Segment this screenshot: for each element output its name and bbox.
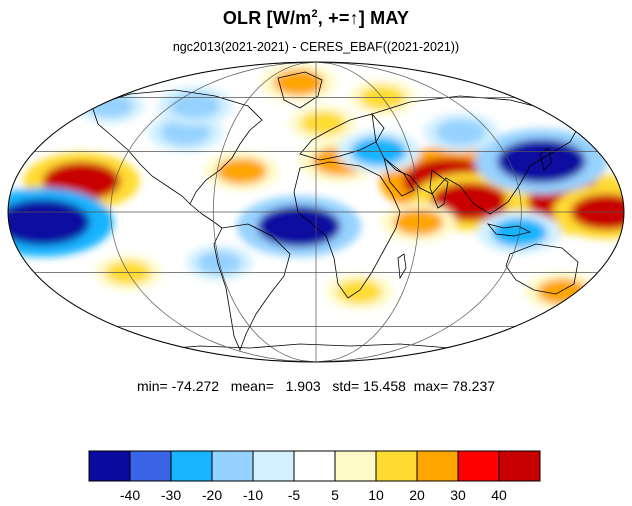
colorbar-label: -30 xyxy=(161,487,181,503)
colorbar-box xyxy=(88,450,131,482)
anomaly-core xyxy=(216,158,267,185)
coastline-south-america xyxy=(213,223,291,352)
coastline-arabia xyxy=(383,156,415,197)
colorbar-box xyxy=(375,450,418,482)
colorbar-box xyxy=(129,450,172,482)
colorbar-labels: -40 -30 -20 -10 -5 5 10 20 30 40 xyxy=(120,487,507,503)
colorbar-label: -5 xyxy=(288,487,301,503)
stats-line: min= -74.272 mean= 1.903 std= 15.458 max… xyxy=(0,378,632,394)
colorbar-box xyxy=(293,450,336,482)
coastline-north-america xyxy=(91,89,263,205)
anomaly-core xyxy=(8,199,90,246)
colorbar-box xyxy=(211,450,254,482)
title-superscript: 2 xyxy=(311,8,318,20)
coastline-new-zealand xyxy=(597,293,607,313)
stat-mean-value: 1.903 xyxy=(285,378,321,394)
colorbar-label: -10 xyxy=(243,487,263,503)
colorbar: -40 -30 -20 -10 -5 5 10 20 30 40 xyxy=(88,450,541,503)
anomaly-core xyxy=(430,182,509,221)
coastline-europe xyxy=(299,113,385,161)
anomaly-core xyxy=(435,119,486,146)
coastline-africa xyxy=(293,161,401,299)
stat-max-label: max= xyxy=(413,378,449,394)
stat-min-value: -74.272 xyxy=(171,378,220,394)
globe-outline xyxy=(7,61,625,363)
coastline-central-america xyxy=(189,203,223,229)
colorbar-box xyxy=(170,450,213,482)
colorbar-label: -20 xyxy=(202,487,222,503)
title-main: OLR [W/m xyxy=(222,8,312,28)
coastline-antarctica xyxy=(149,343,501,351)
stat-std-label: std= xyxy=(332,378,360,394)
anomaly-core xyxy=(170,92,221,119)
stat-mean-label: mean= xyxy=(230,378,274,394)
coastline-japan xyxy=(539,147,553,171)
stat-min-label: min= xyxy=(136,378,168,394)
coastline-india xyxy=(429,169,449,209)
colorbar-box xyxy=(416,450,459,482)
colorbar-box xyxy=(457,450,500,482)
colorbar-box xyxy=(334,450,377,482)
stat-std-value: 15.458 xyxy=(363,378,406,394)
colorbar-box xyxy=(252,450,295,482)
anomaly-core xyxy=(160,119,211,146)
colorbar-label: 20 xyxy=(409,487,425,503)
world-map xyxy=(7,61,625,363)
map-subtitle: ngc2013(2021-2021) - CERES_EBAF((2021-20… xyxy=(172,40,460,54)
colorbar-box xyxy=(498,450,541,482)
colorbar-boxes xyxy=(88,450,541,482)
colorbar-label: 40 xyxy=(491,487,507,503)
coastlines xyxy=(91,71,607,352)
colorbar-label: 30 xyxy=(450,487,466,503)
colorbar-label: -40 xyxy=(120,487,140,503)
coastline-madagascar xyxy=(397,253,407,280)
stat-max-value: 78.237 xyxy=(452,378,496,394)
anomaly-field xyxy=(8,63,624,312)
anomaly-core xyxy=(300,111,346,135)
coastline-australia xyxy=(505,243,579,295)
anomaly-core xyxy=(257,205,341,247)
map-title: OLR [W/m2, +=↑] MAY xyxy=(0,8,632,29)
colorbar-label: 5 xyxy=(331,487,339,503)
colorbar-label: 10 xyxy=(368,487,384,503)
coastline-greenland xyxy=(277,71,323,109)
title-rest: , +=↑] MAY xyxy=(317,8,410,28)
coastline-indonesia xyxy=(486,223,532,237)
